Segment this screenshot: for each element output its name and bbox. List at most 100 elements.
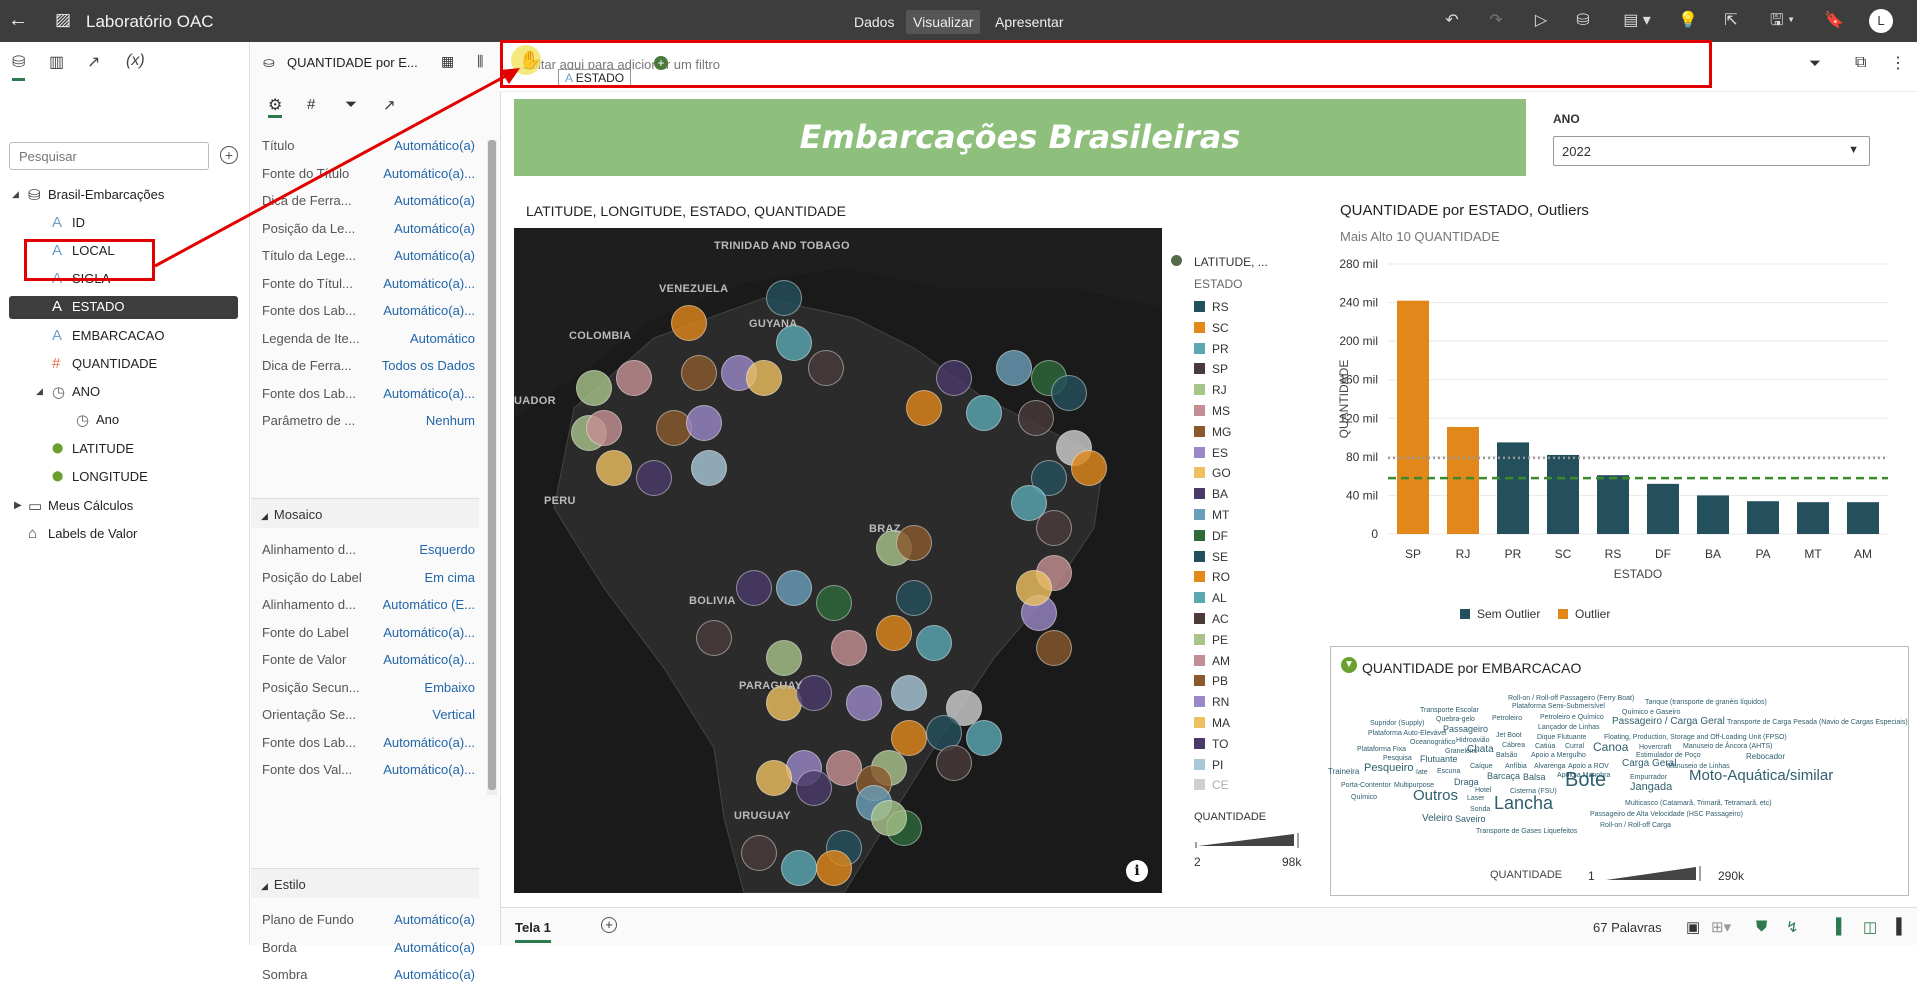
section-header-estilo[interactable]: ◢ Estilo	[251, 868, 479, 898]
property-value[interactable]: Automático(a)...	[383, 734, 475, 750]
left-panel-toggle-icon[interactable]: ▌	[1836, 918, 1847, 935]
property-value[interactable]: Automático(a)...	[383, 275, 475, 291]
avatar[interactable]: L	[1869, 9, 1893, 33]
map-point[interactable]	[796, 770, 832, 806]
tree-item-embarcacao[interactable]: EMBARCACAO	[72, 328, 165, 343]
property-row[interactable]: Posição da Le... Automático(a)	[251, 213, 479, 243]
auto-insight-icon[interactable]: ↯	[1786, 919, 1799, 936]
map-point[interactable]	[691, 450, 727, 486]
legend-item[interactable]: SE	[1212, 549, 1229, 564]
property-value[interactable]: Automático(a)	[394, 193, 475, 208]
property-row[interactable]: Fonte do Título Automático(a)...	[251, 158, 479, 188]
cloud-word[interactable]: Transporte de Carga Pesada (Navio de Car…	[1727, 719, 1908, 726]
map-point[interactable]	[1071, 450, 1107, 486]
cloud-word[interactable]: Jet Boot	[1496, 732, 1522, 739]
map-point[interactable]	[1016, 570, 1052, 606]
map-point[interactable]	[846, 685, 882, 721]
cloud-word[interactable]: Balsão	[1496, 752, 1518, 759]
cloud-word[interactable]: Químico e Gaseiro	[1622, 709, 1681, 716]
viz-title[interactable]: QUANTIDADE por E...	[287, 55, 418, 70]
property-row[interactable]: Posição Secun... Embaixo	[251, 672, 479, 702]
cloud-word[interactable]: Veleiro	[1422, 813, 1453, 824]
cloud-word[interactable]: Bote	[1565, 769, 1607, 791]
refresh-data-icon[interactable]: ⛁	[1576, 12, 1590, 29]
property-value[interactable]: Automático(a)	[394, 912, 475, 927]
property-row[interactable]: Legenda de Ite... Automático	[251, 323, 479, 353]
tree-item-latitude[interactable]: LATITUDE	[72, 441, 134, 456]
cloud-word[interactable]: Transporte Escolar	[1420, 707, 1479, 714]
bar-pa[interactable]	[1747, 501, 1779, 534]
cloud-word[interactable]: Rebocador	[1746, 752, 1786, 761]
map-point[interactable]	[896, 525, 932, 561]
map-point[interactable]	[586, 410, 622, 446]
bar-sp[interactable]	[1397, 300, 1429, 534]
bar-sc[interactable]	[1547, 454, 1579, 534]
save-icon[interactable]: 🖫 ▾	[1770, 12, 1794, 29]
cloud-word[interactable]: Canoa	[1593, 740, 1629, 754]
property-row[interactable]: Título da Lege... Automático(a)	[251, 240, 479, 270]
cloud-word[interactable]: Anfíbia	[1505, 763, 1527, 770]
map-point[interactable]	[796, 675, 832, 711]
map-point[interactable]	[906, 390, 942, 426]
cloud-word[interactable]: Iate	[1416, 769, 1428, 776]
redo-icon[interactable]: ↷	[1489, 12, 1503, 29]
tree-item-brasil-embarca-es[interactable]: Brasil-Embarcações	[48, 187, 165, 202]
property-value[interactable]: Esquerdo	[419, 542, 475, 557]
legend-item[interactable]: AL	[1212, 591, 1227, 606]
cloud-word[interactable]: Floating, Production, Storage and Off-Lo…	[1604, 734, 1787, 741]
legend-item[interactable]: AC	[1212, 612, 1229, 626]
right-panel-toggle-icon[interactable]: ▐	[1891, 918, 1902, 935]
map-point[interactable]	[896, 580, 932, 616]
map-point[interactable]	[831, 630, 867, 666]
cloud-word[interactable]: Plataforma Auto-Elevável	[1368, 730, 1447, 737]
map-point[interactable]	[1051, 375, 1087, 411]
cloud-word[interactable]: Quebra-gelo	[1436, 716, 1475, 723]
map-point[interactable]	[891, 720, 927, 756]
cloud-word[interactable]: Petroleiro	[1492, 715, 1522, 722]
cloud-word[interactable]: Sonda	[1470, 806, 1491, 813]
expand-icon[interactable]: ◢	[36, 386, 43, 396]
property-row[interactable]: Fonte do Títul... Automático(a)...	[251, 268, 479, 298]
map-point[interactable]	[746, 360, 782, 396]
bar-chart[interactable]: QUANTIDADE por ESTADO, Outliers Mais Alto…	[1330, 195, 1910, 630]
property-value[interactable]: Automático(a)	[394, 939, 475, 955]
cloud-word[interactable]: Cábrea	[1502, 742, 1525, 749]
legend-item[interactable]: MS	[1212, 404, 1230, 418]
legend-item[interactable]: PR	[1212, 341, 1229, 356]
property-value[interactable]: Todos os Dados	[381, 358, 475, 373]
map-point[interactable]	[776, 570, 812, 606]
property-row[interactable]: Dica de Ferra... Todos os Dados	[251, 350, 479, 380]
legend-item[interactable]: MA	[1212, 716, 1230, 730]
property-value[interactable]: Automático(a)	[394, 220, 475, 236]
cloud-word[interactable]: Plataforma Fixa	[1357, 746, 1407, 753]
tree-item-ano[interactable]: ANO	[72, 384, 101, 399]
map-point[interactable]	[916, 625, 952, 661]
map-point[interactable]	[936, 745, 972, 781]
year-select[interactable]: 2022 ▼	[1553, 136, 1870, 166]
map-point[interactable]	[756, 760, 792, 796]
run-icon[interactable]: ▷	[1534, 12, 1548, 29]
property-row[interactable]: Posição do Label Em cima	[251, 562, 479, 592]
cloud-word[interactable]: Multicasco (Catamarã, Trimarã, Tetramarã…	[1625, 800, 1772, 807]
cloud-word[interactable]: Empurrador	[1630, 774, 1667, 781]
legend-item[interactable]: SC	[1212, 320, 1229, 335]
map-point[interactable]	[616, 360, 652, 396]
filter-tab-icon[interactable]: ⏷	[345, 96, 358, 113]
map-point[interactable]	[596, 450, 632, 486]
property-value[interactable]: Automático(a)...	[383, 303, 475, 318]
legend-item[interactable]: PE	[1212, 632, 1229, 647]
export-icon[interactable]: ⇱	[1724, 12, 1738, 29]
legend-item[interactable]: RO	[1212, 570, 1230, 585]
legend-item[interactable]: GO	[1212, 466, 1231, 481]
property-row[interactable]: Título Automático(a)	[251, 130, 479, 160]
map-point[interactable]	[1036, 630, 1072, 666]
bar-rs[interactable]	[1597, 475, 1629, 534]
layout-icon[interactable]: ⧉	[1855, 54, 1867, 71]
cloud-word[interactable]: Oceanográfico	[1410, 739, 1456, 746]
cloud-word[interactable]: Porta-Contentor	[1341, 782, 1391, 789]
back-icon[interactable]: ←	[8, 9, 28, 31]
cloud-word[interactable]: Tanque (transporte de granéis líquidos)	[1645, 699, 1767, 706]
map-point[interactable]	[681, 355, 717, 391]
add-canvas-icon[interactable]: +	[601, 917, 617, 933]
bar-rj[interactable]	[1447, 426, 1479, 534]
